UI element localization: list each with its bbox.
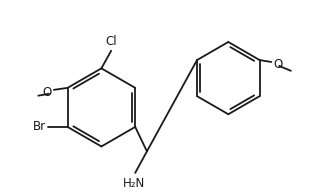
Text: O: O [43,86,52,99]
Text: O: O [273,58,282,71]
Text: Br: Br [33,120,46,133]
Text: H₂N: H₂N [123,177,145,190]
Text: Cl: Cl [105,35,117,48]
